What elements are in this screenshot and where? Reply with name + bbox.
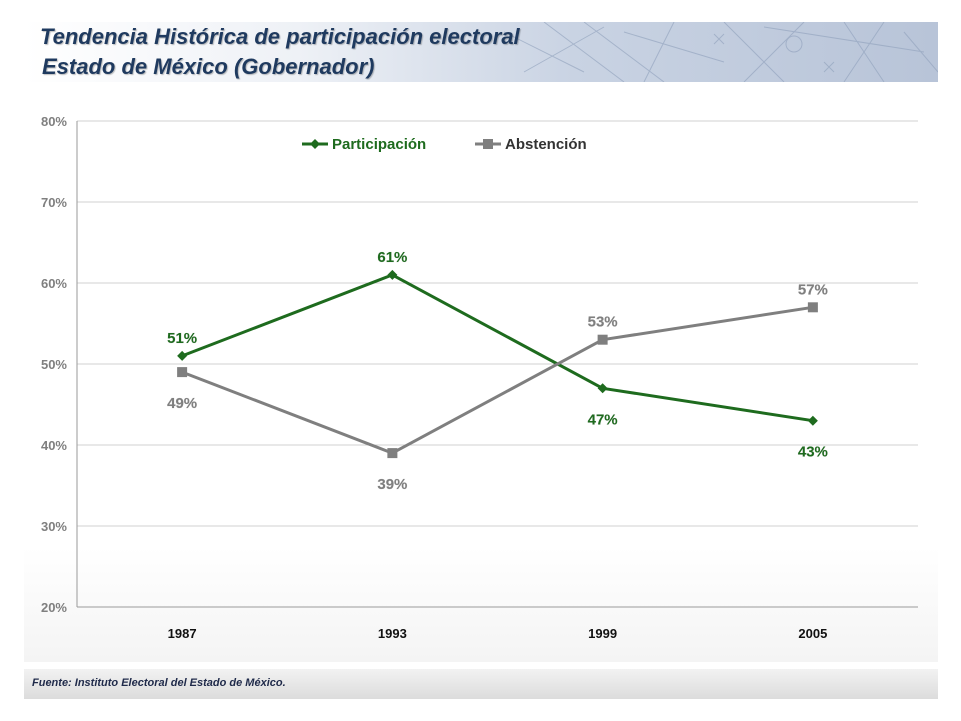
legend-label: Abstención bbox=[505, 136, 587, 153]
footer-bar: Fuente: Instituto Electoral del Estado d… bbox=[24, 669, 938, 699]
data-point bbox=[807, 415, 818, 426]
y-tick-label: 60% bbox=[41, 276, 67, 291]
y-tick-label: 20% bbox=[41, 600, 67, 615]
legend-marker bbox=[483, 139, 493, 149]
x-tick-label: 1999 bbox=[588, 626, 617, 641]
banner-decoration bbox=[503, 22, 938, 82]
data-point bbox=[387, 269, 398, 280]
data-label: 47% bbox=[588, 411, 618, 428]
data-label: 61% bbox=[377, 249, 407, 266]
data-point bbox=[597, 383, 608, 394]
data-label: 39% bbox=[377, 476, 407, 493]
data-label: 51% bbox=[167, 330, 197, 347]
data-point bbox=[177, 350, 188, 361]
data-point bbox=[387, 448, 398, 459]
data-label: 49% bbox=[167, 395, 197, 412]
series-line-abstencion bbox=[181, 305, 814, 455]
series-line-participacion bbox=[181, 273, 814, 423]
y-tick-label: 40% bbox=[41, 438, 67, 453]
y-tick-label: 50% bbox=[41, 357, 67, 372]
chart-panel: 20% 30% 40% 50% 60% 70% 80% 1987 1993 1999 2005 51%… bbox=[24, 90, 938, 662]
data-label: 43% bbox=[798, 444, 828, 461]
source-note: Fuente: Instituto Electoral del Estado d… bbox=[32, 677, 286, 689]
data-point bbox=[177, 367, 188, 378]
y-tick-label: 80% bbox=[41, 114, 67, 129]
data-label: 57% bbox=[798, 281, 828, 298]
title-banner: Tendencia Histórica de participación ele… bbox=[24, 22, 938, 82]
y-tick-label: 30% bbox=[41, 519, 67, 534]
data-label: 53% bbox=[588, 314, 618, 331]
page-subtitle: Estado de México (Gobernador) bbox=[42, 54, 375, 79]
x-tick-label: 1987 bbox=[168, 626, 197, 641]
legend-label: Participación bbox=[332, 136, 426, 153]
page-title: Tendencia Histórica de participación ele… bbox=[40, 24, 520, 49]
line-chart: 20% 30% 40% 50% 60% 70% 80% 1987 1993 1999 2005 51%… bbox=[41, 114, 918, 641]
y-tick-label: 70% bbox=[41, 195, 67, 210]
data-point bbox=[807, 302, 818, 313]
x-tick-label: 2005 bbox=[798, 626, 827, 641]
data-point bbox=[597, 334, 608, 345]
x-tick-label: 1993 bbox=[378, 626, 407, 641]
legend-marker bbox=[310, 139, 320, 149]
